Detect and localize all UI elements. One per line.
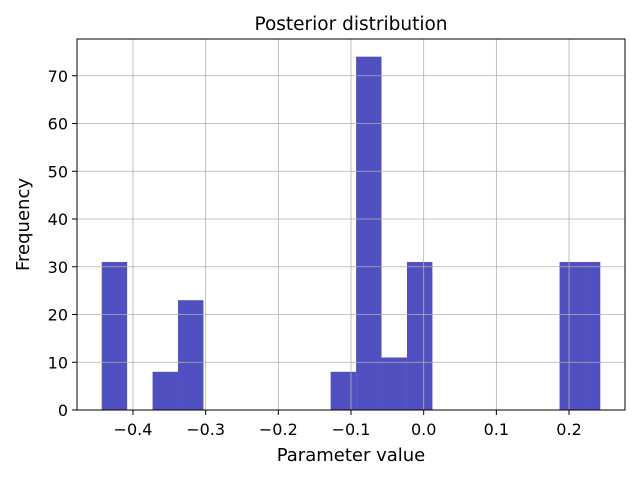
x-tick-label: −0.1 <box>332 420 371 439</box>
histogram-bar <box>406 261 433 410</box>
histogram-bar <box>559 261 586 410</box>
x-axis-ticks: −0.4 −0.3 −0.2 −0.1 0.0 0.1 0.2 <box>114 410 582 439</box>
y-axis-label: Frequency <box>13 178 34 271</box>
histogram-bar <box>356 56 382 411</box>
chart-title: Posterior distribution <box>254 14 447 35</box>
histogram-bar <box>152 371 179 410</box>
y-tick-label: 30 <box>48 258 68 277</box>
histogram-bar <box>101 261 128 410</box>
y-tick-label: 20 <box>48 306 68 325</box>
y-tick-label: 50 <box>48 162 68 181</box>
y-tick-label: 0 <box>58 401 68 420</box>
histogram-bar <box>178 300 204 410</box>
y-tick-label: 60 <box>48 115 68 134</box>
histogram-bar <box>585 261 601 410</box>
x-tick-label: −0.2 <box>259 420 298 439</box>
x-tick-label: 0.2 <box>556 420 581 439</box>
histogram-bar <box>381 357 407 410</box>
x-axis-label: Parameter value <box>277 445 426 466</box>
x-tick-label: 0.1 <box>484 420 509 439</box>
histogram-bar <box>330 371 357 410</box>
y-tick-label: 10 <box>48 353 68 372</box>
y-tick-label: 70 <box>48 67 68 86</box>
y-axis-ticks: 0 10 20 30 40 50 60 70 <box>48 67 77 420</box>
x-tick-label: −0.4 <box>114 420 153 439</box>
histogram-bars <box>101 56 601 411</box>
x-tick-label: −0.3 <box>186 420 225 439</box>
y-tick-label: 40 <box>48 210 68 229</box>
x-tick-label: 0.0 <box>411 420 436 439</box>
